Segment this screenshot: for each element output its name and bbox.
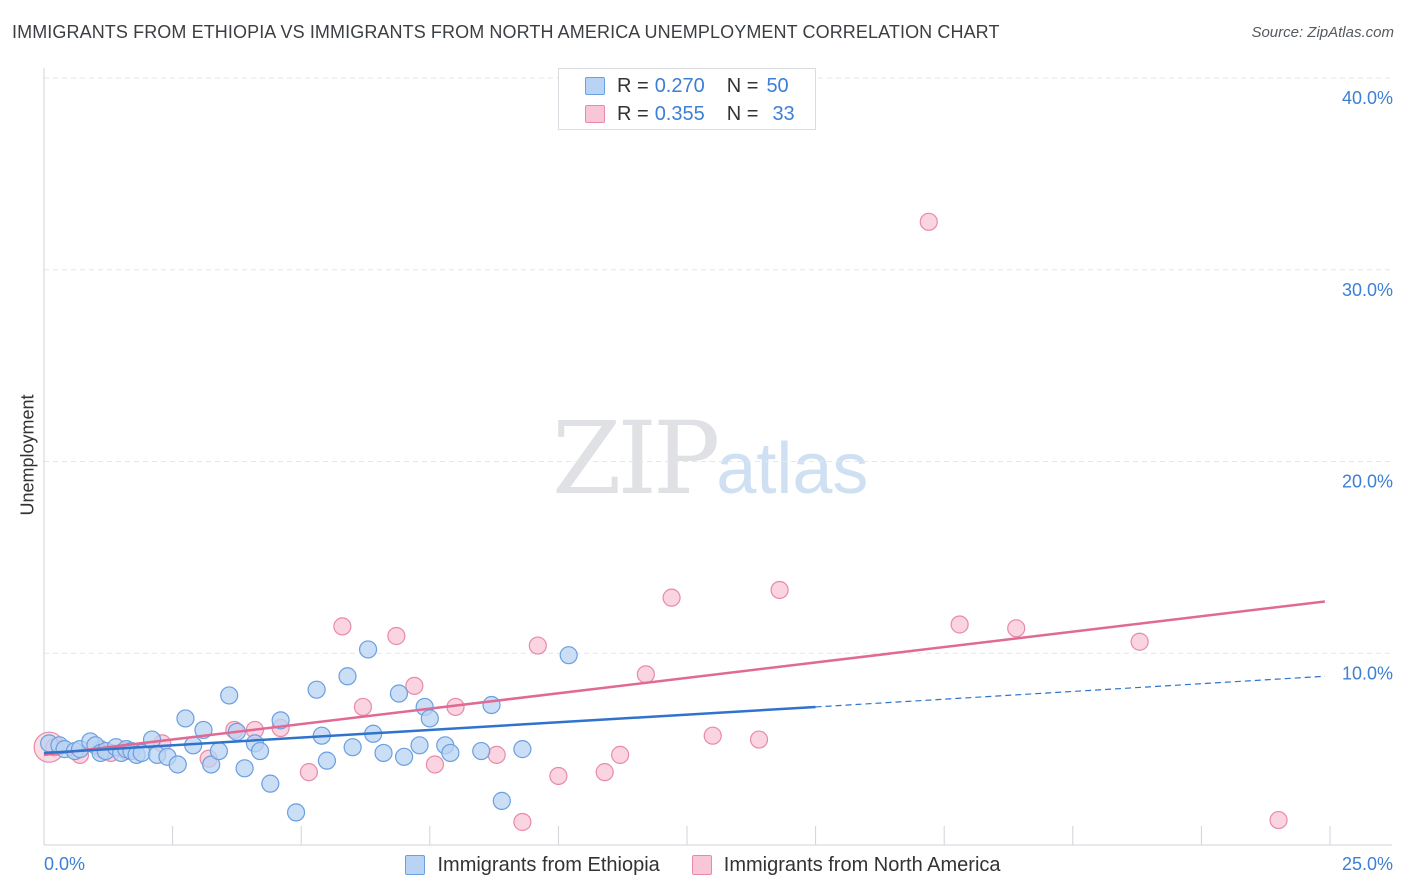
ethiopia-trend-extension	[815, 675, 1325, 708]
north-america-trend-line	[43, 600, 1326, 757]
north-america-point	[662, 588, 681, 607]
trend-lines	[43, 600, 1326, 757]
north-america-point	[749, 730, 769, 749]
ethiopia-point	[220, 686, 239, 705]
ethiopia-point	[420, 709, 439, 728]
gridlines	[44, 77, 1392, 654]
ethiopia-point	[441, 743, 460, 763]
ethiopia-point	[472, 741, 491, 761]
legend-n-label: N =	[726, 102, 759, 125]
north-america-point	[611, 745, 630, 764]
ethiopia-trend-line	[43, 705, 816, 755]
ethiopia-point	[343, 738, 362, 757]
ethiopia-point	[176, 709, 195, 728]
ethiopia-point	[410, 736, 429, 755]
legend-swatch-north-america	[585, 105, 605, 123]
legend-n-label: N =	[726, 74, 759, 97]
ethiopia-point	[482, 695, 501, 715]
north-america-point	[528, 636, 547, 655]
legend-label-north-america: Immigrants from North America	[723, 853, 1001, 876]
legend-r-label: R =	[617, 102, 649, 125]
legend-swatch-ethiopia	[585, 77, 605, 95]
legend-r-value: 0.355	[654, 102, 705, 125]
north-america-point	[549, 766, 568, 786]
y-tick-label: 40.0%	[1342, 88, 1393, 108]
ethiopia-point	[209, 741, 228, 761]
y-tick-label: 30.0%	[1342, 280, 1393, 300]
ethiopia-point	[168, 755, 187, 774]
legend-label-ethiopia: Immigrants from Ethiopia	[437, 853, 660, 876]
legend-item-north-america: Immigrants from North America	[691, 853, 1001, 877]
legend-item-ethiopia: Immigrants from Ethiopia	[405, 853, 660, 877]
north-america-point	[513, 812, 532, 832]
north-america-point	[487, 745, 506, 764]
stats-legend: R = 0.270 N = 50 R = 0.355 N = 33	[558, 68, 816, 130]
north-america-point	[919, 212, 938, 231]
north-america-point	[1130, 632, 1149, 651]
ethiopia-point	[307, 680, 326, 699]
north-america-point	[387, 626, 406, 646]
ethiopia-point	[394, 747, 414, 766]
legend-n-value: 33	[772, 102, 795, 125]
chart-title: IMMIGRANTS FROM ETHIOPIA VS IMMIGRANTS F…	[12, 22, 1000, 42]
legend-r-label: R =	[617, 74, 649, 97]
y-tick-label: 20.0%	[1342, 472, 1393, 492]
north-america-point	[1007, 619, 1026, 638]
legend-n-value: 50	[766, 74, 789, 97]
north-america-point	[353, 697, 373, 717]
data-points	[33, 212, 1288, 832]
legend-row-ethiopia: R = 0.270 N = 50	[559, 72, 815, 100]
legend-r-value: 0.270	[654, 74, 705, 97]
legend-row-north-america: R = 0.355 N = 33	[559, 100, 815, 128]
north-america-point	[333, 617, 352, 636]
north-america-point	[299, 763, 319, 782]
north-america-point	[595, 763, 614, 782]
ethiopia-point	[374, 743, 393, 763]
y-tick-label: 10.0%	[1342, 663, 1393, 683]
ethiopia-point	[271, 711, 290, 730]
ethiopia-point	[317, 751, 337, 770]
north-america-point	[950, 615, 969, 634]
source-credit: Source: ZipAtlas.com	[1251, 24, 1394, 41]
ethiopia-point	[286, 803, 306, 822]
x-tick-label-max: 25.0%	[1342, 854, 1393, 874]
tick-labels: 10.0% 20.0% 30.0% 40.0% 0.0% 25.0%	[44, 88, 1393, 874]
axes	[43, 68, 1392, 846]
ethiopia-point	[513, 740, 532, 759]
ethiopia-point	[559, 646, 578, 665]
series-legend: Immigrants from Ethiopia Immigrants from…	[0, 850, 1406, 880]
ethiopia-point	[235, 759, 254, 778]
ethiopia-point	[202, 755, 221, 774]
ethiopia-point	[261, 774, 280, 793]
ethiopia-point	[338, 667, 357, 686]
x-tick-label-min: 0.0%	[44, 854, 85, 874]
north-america-point	[636, 665, 655, 684]
ethiopia-point	[492, 791, 511, 810]
north-america-point	[405, 676, 424, 695]
ethiopia-point	[250, 741, 270, 761]
legend-swatch-north-america	[691, 855, 712, 875]
north-america-point	[1269, 810, 1288, 830]
north-america-point	[425, 755, 445, 774]
y-axis-label: Unemployment	[17, 394, 38, 516]
north-america-point	[703, 726, 722, 745]
north-america-point	[770, 580, 789, 600]
legend-swatch-ethiopia	[405, 855, 426, 875]
ethiopia-point	[358, 640, 378, 659]
ethiopia-point	[389, 684, 409, 703]
